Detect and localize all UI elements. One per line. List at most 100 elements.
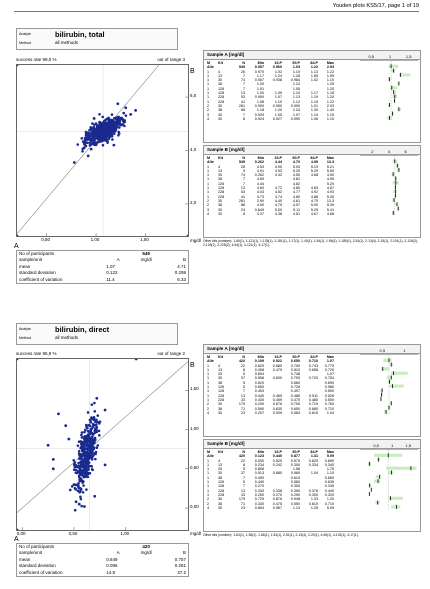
data-point: [79, 495, 82, 499]
sample-cell: 0.748: [290, 372, 300, 377]
sample-cell: 13: [218, 462, 223, 467]
sample-cell: 5.25: [310, 207, 318, 212]
sample-cell: 7: [242, 177, 245, 182]
analyte-name: bilirubin, direct: [55, 325, 110, 334]
participants-label: No of participants: [19, 544, 55, 549]
other-kits-label: Other kits (number):: [203, 533, 233, 537]
data-point: [82, 453, 86, 456]
sample-cell: 0.980: [290, 471, 300, 476]
sample-cell: 126: [218, 86, 225, 91]
y-tick-label: 1,50: [190, 386, 199, 392]
panel-bilirubin-total: Analyte bilirubin, total Method all meth…: [0, 0, 430, 290]
data-point: [89, 454, 93, 457]
sample-cell: 128: [218, 389, 225, 394]
sample-cell: 5.00: [292, 164, 300, 169]
range-bar: [389, 384, 404, 388]
sample-col-header: Min: [257, 156, 264, 160]
sample-cell: 0.610: [290, 475, 300, 480]
sample-cell: 38: [218, 475, 223, 480]
sample-row: 3 30 24 0.649 5.00 5.11 5.25 5.41: [206, 208, 335, 212]
youden-plot: [16, 358, 189, 531]
sample-cell: 128: [218, 186, 225, 191]
data-point: [73, 461, 77, 464]
data-point: [103, 132, 107, 136]
sample-cell: 1: [207, 380, 210, 385]
data-point: [84, 472, 88, 475]
data-point: [85, 141, 89, 145]
data-point: [106, 141, 109, 144]
sample-cell: 5.29: [310, 168, 318, 173]
sample-cell: 7: [242, 181, 245, 186]
data-point: [93, 494, 97, 498]
sample-cell: 0.660: [290, 380, 300, 385]
data-point: [90, 457, 94, 461]
sample-cell: 30: [218, 103, 223, 108]
sample-cell: 7: [242, 475, 245, 480]
stats-header-row: sample/unit A mg/dl B: [17, 257, 188, 263]
sample-cell: 53: [240, 95, 245, 100]
stats-row: mean 1.07 4.71: [17, 264, 188, 270]
sample-row: 2 30 179 0.200 0.676 0.700 0.719 0.760: [206, 402, 335, 406]
sample-row: 1 38 7 0.490 0.610 0.650: [206, 476, 335, 480]
data-point: [82, 442, 86, 445]
sample-cell: 41: [240, 99, 245, 104]
sample-cell: 1.10: [310, 112, 318, 117]
range-tick-label: 6: [404, 149, 407, 154]
sample-cell: 0.338: [272, 488, 282, 493]
sample-table: M Kit N Min 16.P 50.P 84.P Max Alle 549 0.262 4.44 4…: [206, 156, 335, 216]
sample-cell: 1.24: [292, 108, 300, 113]
sample-col-header: M: [207, 450, 211, 454]
sample-col-header: 84.P: [310, 355, 318, 359]
data-point: [92, 446, 95, 449]
sample-cell: 38: [218, 203, 223, 208]
sample-cell: 4.32: [274, 173, 282, 178]
sample-row: 1 30 74 0.262 4.32 4.50 4.68 4.90: [206, 173, 335, 177]
sample-cell: 74: [240, 173, 245, 178]
sample-cell: 30: [218, 471, 223, 476]
data-point: [17, 234, 19, 236]
sample-cell: 0.900: [254, 95, 264, 100]
data-point: [91, 141, 94, 145]
sample-cell: 0.960: [272, 65, 282, 70]
sample-cell: 4.80: [292, 186, 300, 191]
sample-cell: 0.650: [324, 475, 334, 480]
data-point: [86, 462, 90, 466]
data-point: [82, 146, 86, 150]
sample-cell: 1: [207, 393, 210, 398]
stats-value-a: 0.649: [106, 556, 118, 562]
sample-col-header: M: [207, 61, 211, 65]
sample-col-header: 50.P: [292, 450, 300, 454]
sample-cell: 1.02: [274, 69, 282, 74]
sample-cell: 0.123: [254, 454, 264, 459]
data-point: [92, 418, 96, 422]
stats-value-a: 14.8: [106, 569, 116, 575]
sample-cell: 1: [207, 190, 210, 195]
data-point: [96, 444, 100, 447]
sample-cell: 2: [207, 501, 210, 506]
sample-title: Sample B [mg/dl]: [204, 146, 420, 155]
sample-cell: 1.07: [326, 372, 334, 377]
sample-cell: 4.83: [310, 186, 318, 191]
sample-cell: 1: [207, 462, 210, 467]
data-point: [90, 438, 93, 441]
sample-cell: 4.38: [274, 211, 282, 216]
sample-cell: 2.90: [256, 198, 264, 203]
sample-cell: 4.95: [326, 177, 334, 182]
stats-value-a: 0.096: [106, 563, 118, 569]
sample-cell: 1.10: [326, 78, 334, 83]
data-point: [73, 508, 77, 512]
out-of-range: out of range 2: [157, 351, 185, 356]
sample-cell: 1: [207, 385, 210, 390]
data-point: [79, 497, 83, 501]
data-point: [93, 431, 97, 434]
data-point: [120, 116, 124, 120]
sample-header-row: M Kit N Min 16.P 50.P 84.P Max: [206, 355, 335, 359]
sample-cell: 1: [207, 492, 210, 497]
data-point: [76, 143, 80, 146]
sample-cell: 1: [207, 168, 210, 173]
data-point: [92, 416, 96, 419]
data-point: [96, 414, 100, 417]
range-bar: [393, 90, 397, 94]
data-point: [83, 428, 87, 432]
sample-cell: 0.630: [272, 406, 282, 411]
